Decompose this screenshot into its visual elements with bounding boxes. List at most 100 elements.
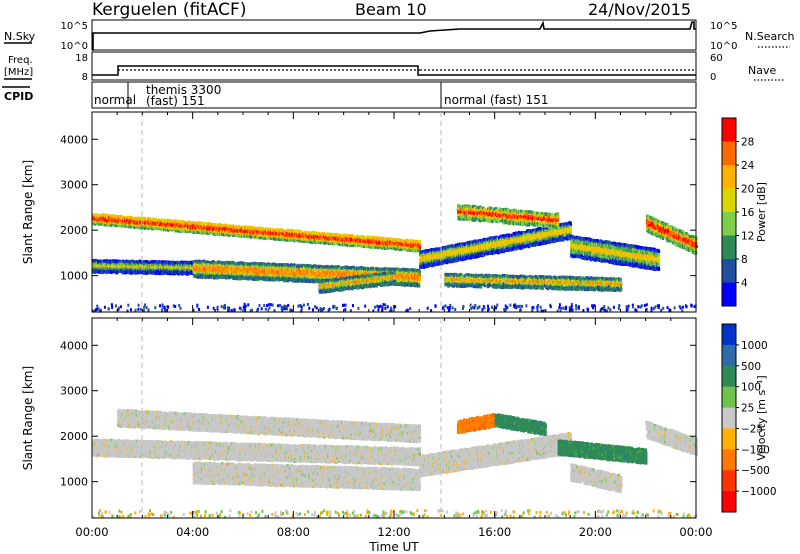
power-noise-cell [221,305,223,308]
power-noise-cell [390,307,392,310]
power-noise-cell [161,303,163,306]
cpid-segment-2-line2: (fast) 151 [146,94,205,108]
power-noise-cell [381,309,383,312]
power-noise-cell [265,308,267,311]
power-noise-cell [660,309,662,312]
power-noise-cell [244,306,246,309]
nave-tick-top: 60 [710,53,723,64]
power-noise-cell [618,307,620,310]
power-noise-cell [251,309,253,312]
power-noise-cell [135,309,137,312]
power-noise-cell [550,305,552,308]
power-noise-cell [561,307,563,310]
power-noise-cell [487,305,489,308]
power-noise-cell [496,304,498,307]
power-noise-cell [380,305,382,308]
power-noise-cell [592,306,594,309]
power-noise-cell [244,309,246,312]
power-noise-cell [374,306,376,309]
power-noise-cell [521,305,523,308]
power-noise-cell [376,305,378,308]
power-noise-cell [607,306,609,309]
power-noise-cell [279,304,281,307]
power-noise-cell [387,305,389,308]
power-noise-cell [571,305,573,308]
power-noise-cell [646,303,648,306]
power-noise-cell [384,307,386,310]
power-noise-cell [357,307,359,310]
date-title: 24/Nov/2015 [588,0,691,19]
power-noise-cell [308,307,310,310]
power-noise-cell [266,304,268,307]
power-noise-cell [167,305,169,308]
power-noise-cell [104,306,106,309]
nave-label: Nave [748,64,776,77]
power-noise-cell [303,304,305,307]
power-noise-cell [514,303,516,306]
power-noise-cell [685,304,687,307]
power-noise-cell [679,305,681,308]
power-noise-cell [575,308,577,311]
power-noise-cell [234,308,236,311]
power-noise-cell [108,308,110,311]
power-noise-cell [217,306,219,309]
power-noise-cell [491,306,493,309]
power-noise-cell [454,308,456,311]
power-noise-cell [320,307,322,310]
nsearch-label: N.Search [745,30,795,43]
power-noise-cell [481,308,483,311]
power-noise-cell [477,307,479,310]
power-noise-cell [118,307,120,310]
power-noise-cell [127,304,129,307]
power-noise-cell [247,303,249,306]
power-noise-cell [563,307,565,310]
power-noise-cell [162,306,164,309]
power-noise-cell [263,304,265,307]
power-noise-cell [364,305,366,308]
power-noise-cell [174,305,176,308]
power-noise-cell [272,304,274,307]
power-noise-cell [261,307,263,310]
nsky-line [92,22,696,50]
power-noise-cell [196,305,198,308]
power-noise-cell [662,307,664,310]
nave-tick-bottom: 0 [710,72,716,83]
power-noise-cell [343,304,345,307]
power-noise-cell [312,308,314,311]
power-noise-cell [120,305,122,308]
power-noise-cell [329,308,331,311]
nsky-panel [92,20,696,50]
power-noise-cell [427,307,429,310]
power-noise-cell [470,307,472,310]
power-noise-cell [531,309,533,312]
power-noise-cell [474,304,476,307]
power-noise-cell [540,306,542,309]
power-noise-cell [268,303,270,306]
power-noise-cell [259,304,261,307]
station-title: Kerguelen (fitACF) [92,0,246,20]
power-noise-cell [565,307,567,310]
power-noise-cell [268,307,270,310]
power-noise-cell [445,304,447,307]
power-noise-cell [641,304,643,307]
power-noise-cell [618,304,620,307]
power-noise-cell [207,306,209,309]
power-noise-cell [96,305,98,308]
cpid-segment-1: normal [94,93,136,107]
power-noise-cell [575,304,577,307]
freq-label-1: Freq. [8,55,33,66]
power-noise-cell [332,306,334,309]
power-noise-cell [442,307,444,310]
nsky-tick-bottom: 10^0 [61,41,88,52]
power-noise-cell [505,305,507,308]
power-noise-cell [244,303,246,306]
power-noise-cell [690,304,692,307]
power-noise-cell [115,304,117,307]
power-noise-cell [470,304,472,307]
nsearch-tick-bottom: 10^0 [710,41,737,52]
power-noise-cell [537,309,539,312]
power-noise-cell [674,306,676,309]
power-noise-cell [532,306,534,309]
power-noise-cell [577,306,579,309]
